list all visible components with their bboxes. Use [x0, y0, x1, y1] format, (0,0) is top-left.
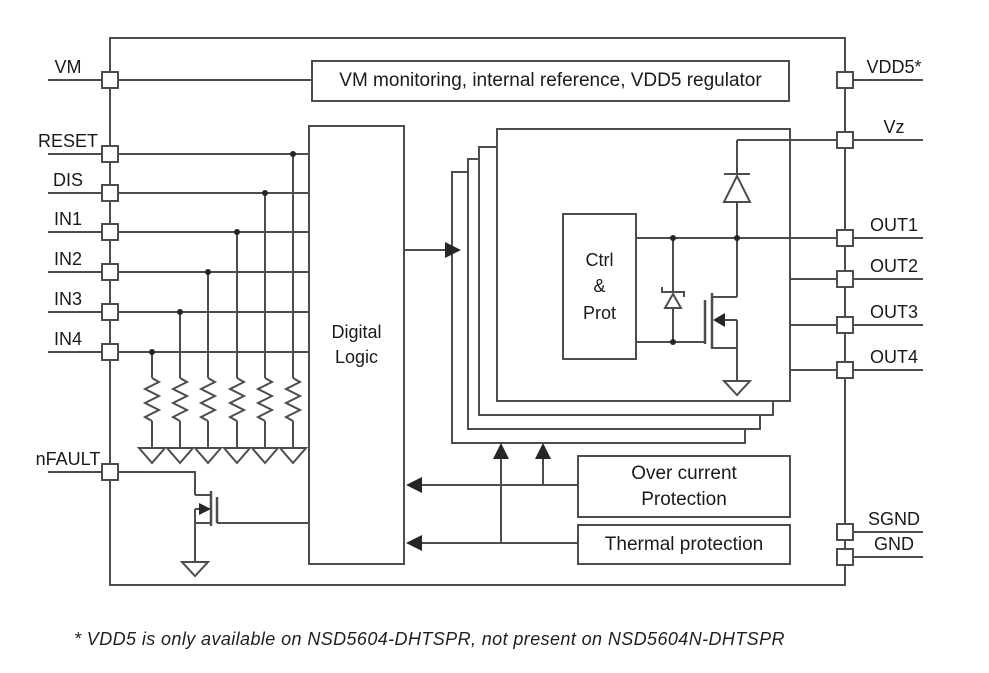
left-pin-leads — [48, 79, 110, 473]
block-over-current-protection: Over current Protection — [577, 455, 791, 518]
pin-square-dis — [101, 184, 119, 202]
pin-label-reset: RESET — [37, 131, 98, 151]
pin-square-out3 — [836, 316, 854, 334]
pin-square-sgnd — [836, 523, 854, 541]
junction-dots — [149, 151, 740, 355]
block-thermal-protection: Thermal protection — [577, 524, 791, 565]
pin-square-in4 — [101, 343, 119, 361]
over-current-line2: Protection — [641, 488, 727, 510]
pin-label-nfault: nFAULT — [35, 449, 101, 469]
block-digital-logic: Digital Logic — [308, 125, 405, 565]
pin-label-in3: IN3 — [53, 289, 82, 309]
pin-square-nfault — [101, 463, 119, 481]
pin-square-vdd5 — [836, 71, 854, 89]
block-ctrl-prot: Ctrl & Prot — [562, 213, 637, 360]
nfault-mosfet — [110, 471, 308, 577]
pin-label-in1: IN1 — [53, 209, 82, 229]
pin-squares — [101, 71, 854, 566]
pin-label-out2: OUT2 — [869, 256, 918, 276]
pin-label-in2: IN2 — [53, 249, 82, 269]
pin-label-in4: IN4 — [53, 329, 82, 349]
pin-square-in2 — [101, 263, 119, 281]
pin-square-gnd — [836, 548, 854, 566]
input-wires — [110, 79, 311, 353]
pin-square-out2 — [836, 270, 854, 288]
digital-to-bridge-arrow — [405, 242, 461, 258]
ground-icon — [181, 561, 209, 577]
pin-label-out1: OUT1 — [869, 215, 918, 235]
protection-to-bridge-arrows — [493, 443, 551, 543]
digital-logic-line2: Logic — [334, 347, 379, 367]
ctrl-prot-line1: Ctrl — [585, 250, 614, 271]
over-current-wire-arrow — [406, 477, 577, 493]
ctrl-prot-line2: & — [593, 276, 606, 297]
freewheel-diode — [722, 139, 845, 238]
pin-square-vm — [101, 71, 119, 89]
pin-label-dis: DIS — [52, 170, 83, 190]
block-vm-monitor: VM monitoring, internal reference, VDD5 … — [311, 60, 790, 102]
footnote: * VDD5 is only available on NSD5604-DHTS… — [74, 629, 785, 649]
pin-label-out3: OUT3 — [869, 302, 918, 322]
pin-label-gnd: GND — [874, 534, 914, 554]
pin-square-vz — [836, 131, 854, 149]
pin-label-sgnd: SGND — [867, 509, 920, 529]
over-current-line1: Over current — [631, 462, 737, 484]
zener-diode — [661, 238, 685, 342]
pin-label-vdd5: VDD5* — [866, 57, 922, 77]
pin-square-in3 — [101, 303, 119, 321]
ctrl-prot-line3: Prot — [582, 302, 616, 323]
pin-square-reset — [101, 145, 119, 163]
pin-label-vm: VM — [54, 57, 82, 77]
thermal-wire-arrow — [406, 535, 577, 551]
pulldown-resistor-array — [138, 154, 307, 464]
right-pin-leads — [845, 79, 923, 558]
pin-square-in1 — [101, 223, 119, 241]
block-vm-monitor-label: VM monitoring, internal reference, VDD5 … — [339, 70, 762, 91]
pin-label-out4: OUT4 — [869, 347, 918, 367]
pin-square-out1 — [836, 229, 854, 247]
thermal-protection-label: Thermal protection — [604, 533, 764, 555]
pin-square-out4 — [836, 361, 854, 379]
digital-logic-line1: Digital — [331, 321, 382, 342]
pin-label-vz: Vz — [883, 117, 905, 137]
